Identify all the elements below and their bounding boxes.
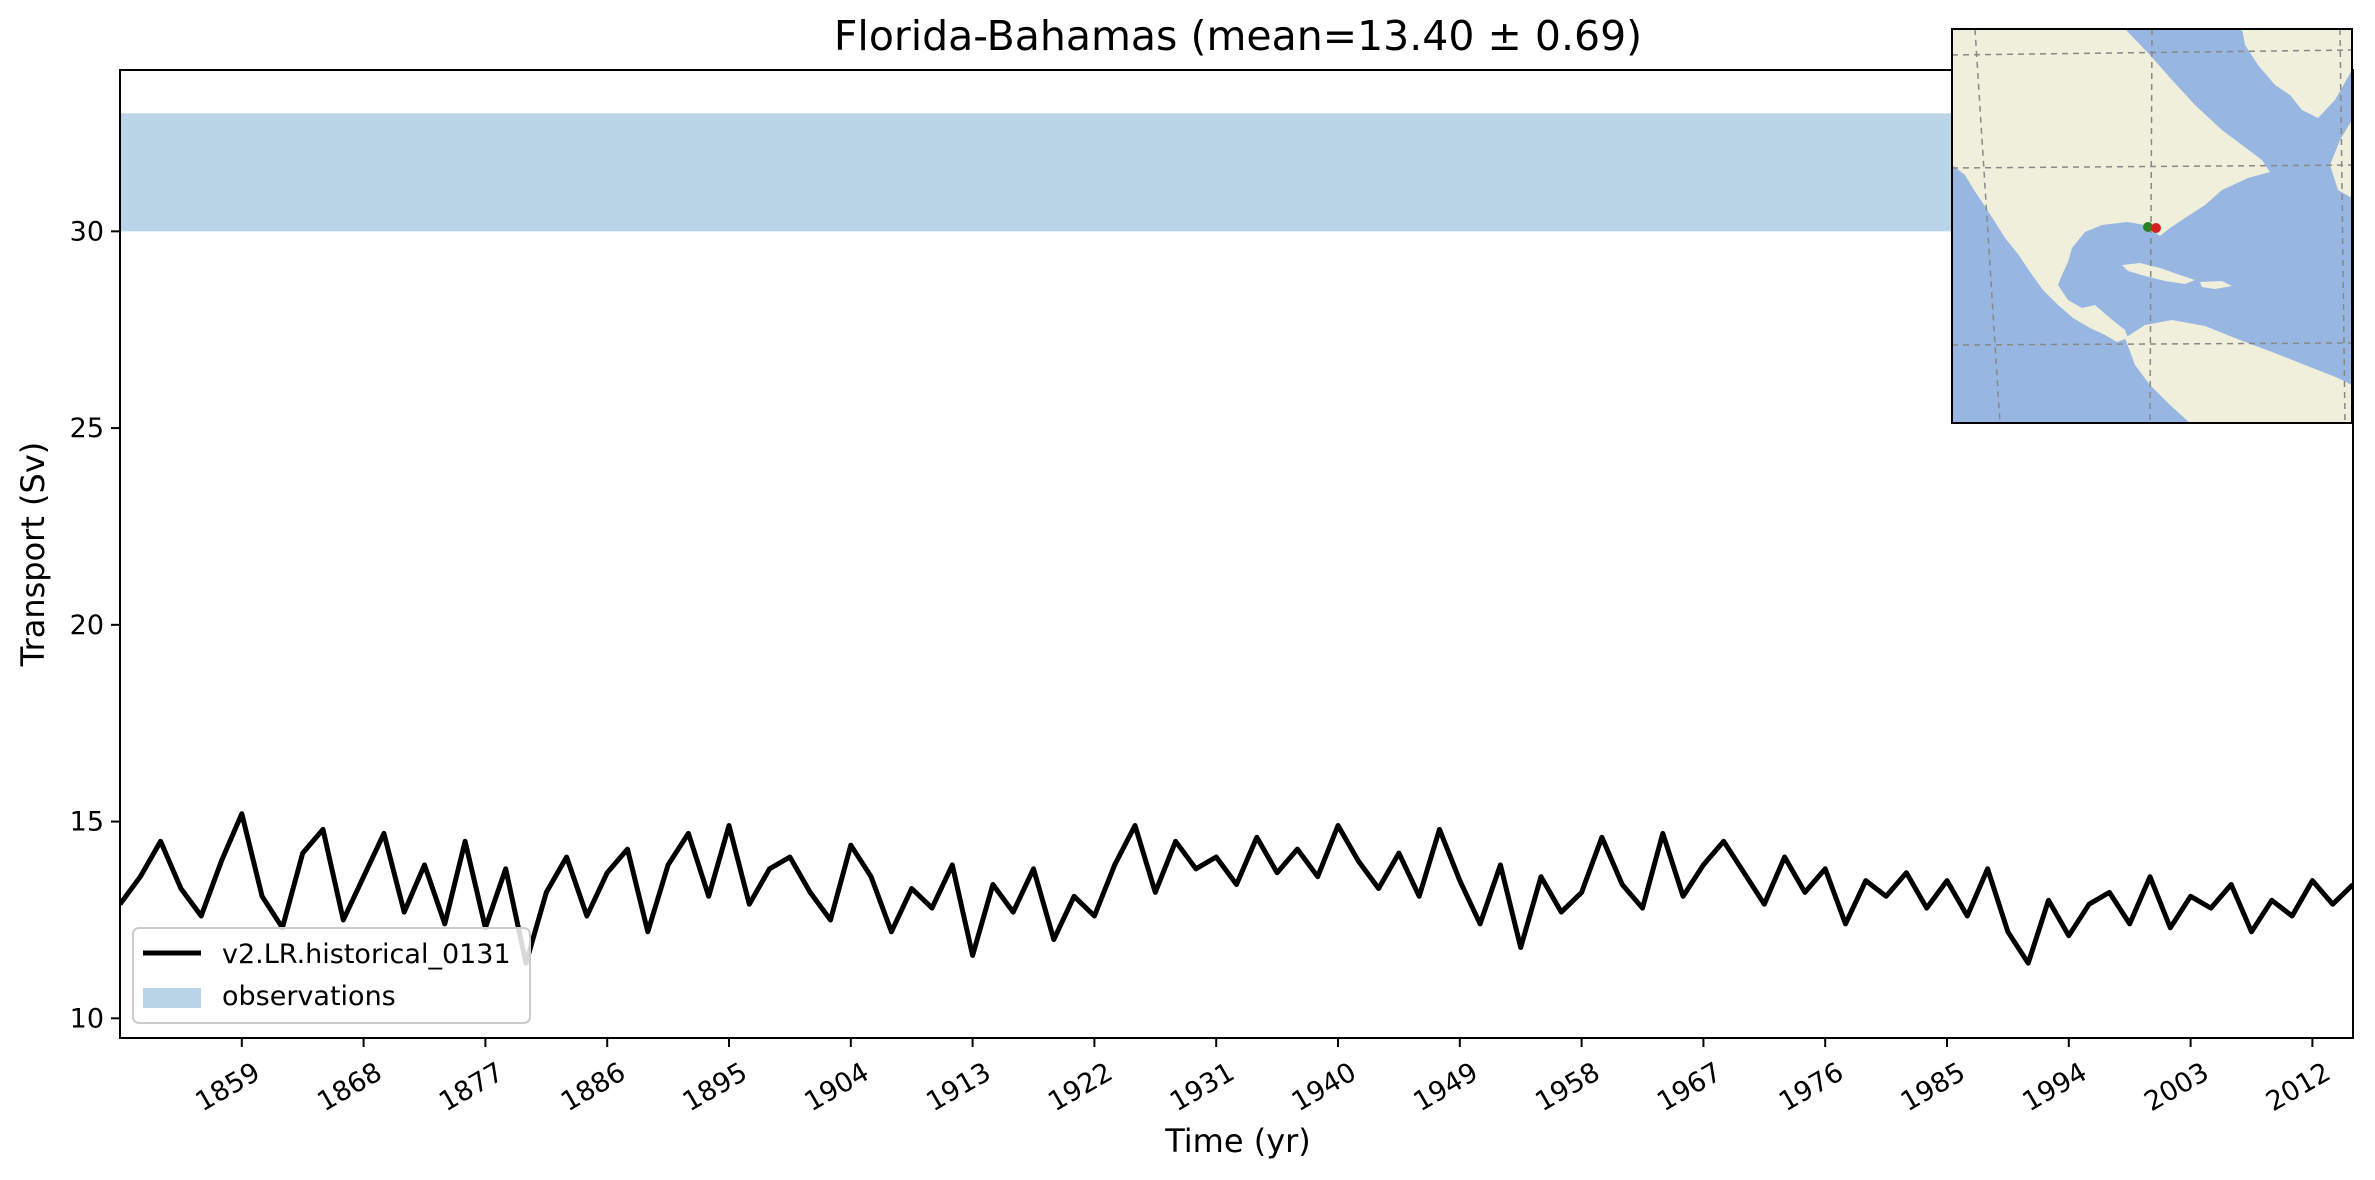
series-line-v2-lr-historical-0131	[120, 811, 2353, 966]
y-tick-label: 25	[70, 413, 104, 444]
map-land-cuba	[2122, 263, 2195, 284]
map-land-north-america	[1952, 29, 2270, 342]
legend-label-series: v2.LR.historical_0131	[222, 939, 511, 970]
map-marker-start	[2143, 222, 2153, 232]
map-land-south-america	[2125, 320, 2352, 423]
y-tick-label: 10	[70, 1003, 104, 1034]
y-tick-label: 15	[70, 807, 104, 838]
legend-box	[132, 927, 531, 1024]
map-land	[1952, 29, 2352, 423]
map-land-greenland	[2242, 29, 2352, 118]
y-tick-label: 30	[70, 216, 104, 247]
map-land-europe	[2330, 120, 2352, 198]
map-parallel	[1952, 342, 2352, 346]
map-marker-end	[2151, 223, 2161, 233]
y-axis-label: Transport (Sv)	[14, 442, 52, 668]
x-axis-label: Time (yr)	[1164, 1122, 1311, 1160]
map-gridlines	[1952, 29, 2352, 423]
legend-swatch-observations	[143, 988, 201, 1008]
chart-title: Florida-Bahamas (mean=13.40 ± 0.69)	[834, 12, 1642, 60]
y-tick-label: 20	[70, 610, 104, 641]
inset-map-frame	[1951, 28, 2353, 424]
legend: v2.LR.historical_0131 observations	[132, 927, 531, 1024]
map-parallel	[1952, 164, 2352, 169]
map-land-hispaniola	[2200, 281, 2232, 289]
plot-frame	[119, 69, 2354, 1039]
inset-map	[1951, 28, 2353, 424]
y-axis: 10 15 20 25 30	[70, 216, 120, 1034]
map-parallel	[1952, 49, 2352, 56]
legend-label-observations: observations	[222, 981, 396, 1012]
